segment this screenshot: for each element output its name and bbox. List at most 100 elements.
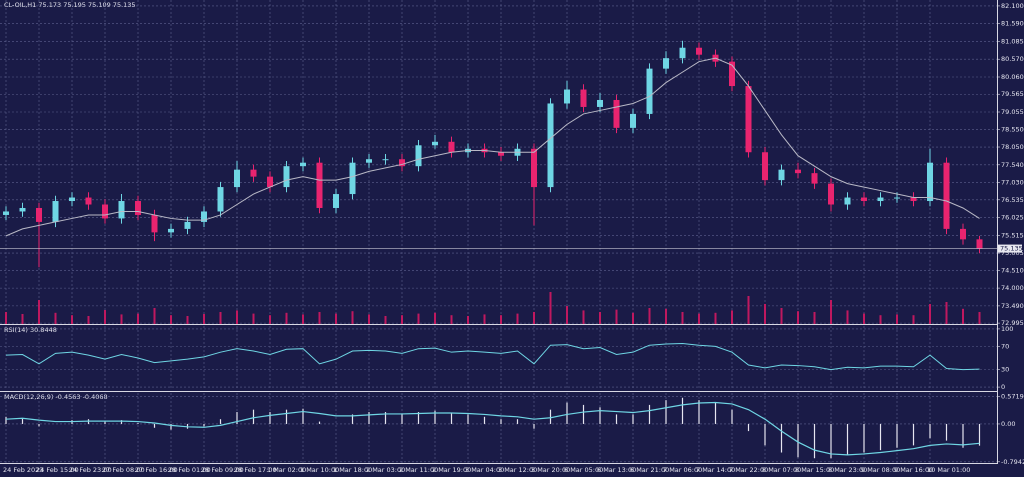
x-tick-label: 7 Mar 06:00 — [663, 466, 702, 474]
y-tick-label: 78.550 — [1001, 126, 1024, 134]
candle-body — [778, 169, 785, 181]
volume-bar — [170, 315, 172, 324]
x-tick-label: 8 Mar 07:00 — [762, 466, 801, 474]
volume-bar — [912, 315, 915, 324]
volume-bar — [252, 313, 255, 324]
volume-bar — [533, 312, 535, 324]
candle-body — [118, 201, 125, 219]
volume-bar — [780, 308, 783, 324]
x-tick-label: 3 Mar 04:00 — [465, 466, 504, 474]
candle-body — [597, 99, 603, 107]
volume-bar — [863, 313, 865, 324]
x-tick-label: 1 Mar 02:00 — [267, 466, 306, 474]
volume-bar — [87, 316, 90, 324]
candle-body — [729, 61, 735, 87]
candle-body — [745, 86, 752, 153]
volume-bar — [219, 312, 222, 324]
candle-body — [151, 214, 158, 233]
candle-body — [564, 89, 570, 104]
volume-bar — [483, 314, 486, 324]
x-tick-label: 6 Mar 05:00 — [564, 466, 603, 474]
candle-body — [927, 162, 933, 202]
candle-body — [267, 176, 273, 188]
y-tick-label: 81.085 — [1001, 37, 1024, 45]
candle-body — [316, 162, 323, 208]
y-tick-label: 100 — [1001, 325, 1013, 333]
candle-body — [184, 221, 191, 229]
last-price-label: 75.135 — [1000, 245, 1023, 253]
x-tick-label: 7 Mar 14:00 — [696, 466, 735, 474]
x-tick-label: 27 Feb 08:00 — [102, 466, 145, 474]
volume-bar — [731, 310, 733, 324]
y-tick-label: 74.000 — [1001, 284, 1024, 292]
candle-body — [811, 173, 818, 184]
y-tick-label: 76.535 — [1001, 196, 1024, 204]
volume-bar — [830, 300, 832, 324]
x-tick-label: 9 Mar 16:00 — [894, 466, 933, 474]
candle-body — [498, 152, 504, 156]
candle-body — [382, 159, 389, 161]
volume-bar — [5, 312, 7, 324]
volume-bar — [665, 308, 667, 324]
candle-body — [646, 68, 653, 114]
x-tick-label: 10 Mar 01:00 — [927, 466, 970, 474]
volume-bar — [582, 310, 585, 324]
volume-bar — [681, 312, 684, 324]
volume-bar — [384, 316, 387, 324]
x-tick-label: 28 Feb 09:00 — [201, 466, 244, 474]
volume-bar — [879, 315, 882, 324]
candle-body — [135, 201, 141, 215]
candle-body — [333, 194, 339, 208]
x-tick-label: 7 Mar 22:00 — [729, 466, 768, 474]
volume-bar — [846, 310, 849, 324]
y-tick-label: 0.5719 — [1001, 393, 1024, 401]
y-tick-label: 79.055 — [1001, 108, 1024, 116]
x-tick-label: 2 Mar 19:00 — [432, 466, 471, 474]
y-tick-label: 79.565 — [1001, 90, 1024, 98]
volume-bar — [467, 316, 469, 324]
rsi-line — [5, 342, 980, 371]
y-tick-label: 77.030 — [1001, 179, 1024, 187]
x-tick-label: 3 Mar 20:00 — [531, 466, 570, 474]
volume-bar — [978, 312, 981, 324]
x-tick-label: 1 Mar 18:00 — [333, 466, 372, 474]
x-tick-label: 6 Mar 13:00 — [597, 466, 636, 474]
volume-bar — [21, 314, 24, 324]
y-tick-label: 77.540 — [1001, 161, 1024, 169]
candle-body — [36, 207, 42, 222]
candle-body — [102, 204, 108, 219]
volume-bar — [335, 313, 337, 324]
volume-bar — [236, 310, 238, 324]
volume-bar — [813, 312, 816, 324]
candle-body — [399, 159, 405, 167]
x-tick-label: 24 Feb 23:00 — [69, 466, 112, 474]
x-tick-label: 28 Feb 17:00 — [234, 466, 277, 474]
volume-bar — [615, 309, 618, 324]
x-tick-label: 28 Feb 01:00 — [168, 466, 211, 474]
candle-body — [19, 207, 26, 212]
volume-bar — [302, 314, 304, 324]
volume-bar — [549, 292, 552, 324]
y-tick-label: 0 — [1001, 383, 1005, 391]
moving-average — [5, 57, 980, 237]
candle-body — [580, 89, 587, 107]
y-tick-label: 78.050 — [1001, 143, 1024, 151]
volume-bar — [797, 311, 799, 324]
candle-body — [3, 211, 9, 215]
candle-body — [547, 103, 554, 188]
y-tick-label: -0.7942 — [1001, 458, 1024, 466]
volume-bar — [764, 304, 766, 324]
volume-bar — [648, 308, 651, 324]
candle-body — [795, 169, 801, 174]
candle-body — [828, 183, 834, 205]
volume-bar — [599, 312, 601, 324]
x-tick-label: 24 Feb 2023 — [3, 466, 43, 474]
candle-body — [300, 162, 306, 167]
volume-bar — [351, 311, 354, 324]
candle-body — [415, 145, 422, 167]
volume-bar — [714, 312, 717, 324]
candle-body — [663, 58, 669, 69]
candle-body — [69, 197, 75, 202]
x-tick-label: 2 Mar 11:00 — [399, 466, 438, 474]
